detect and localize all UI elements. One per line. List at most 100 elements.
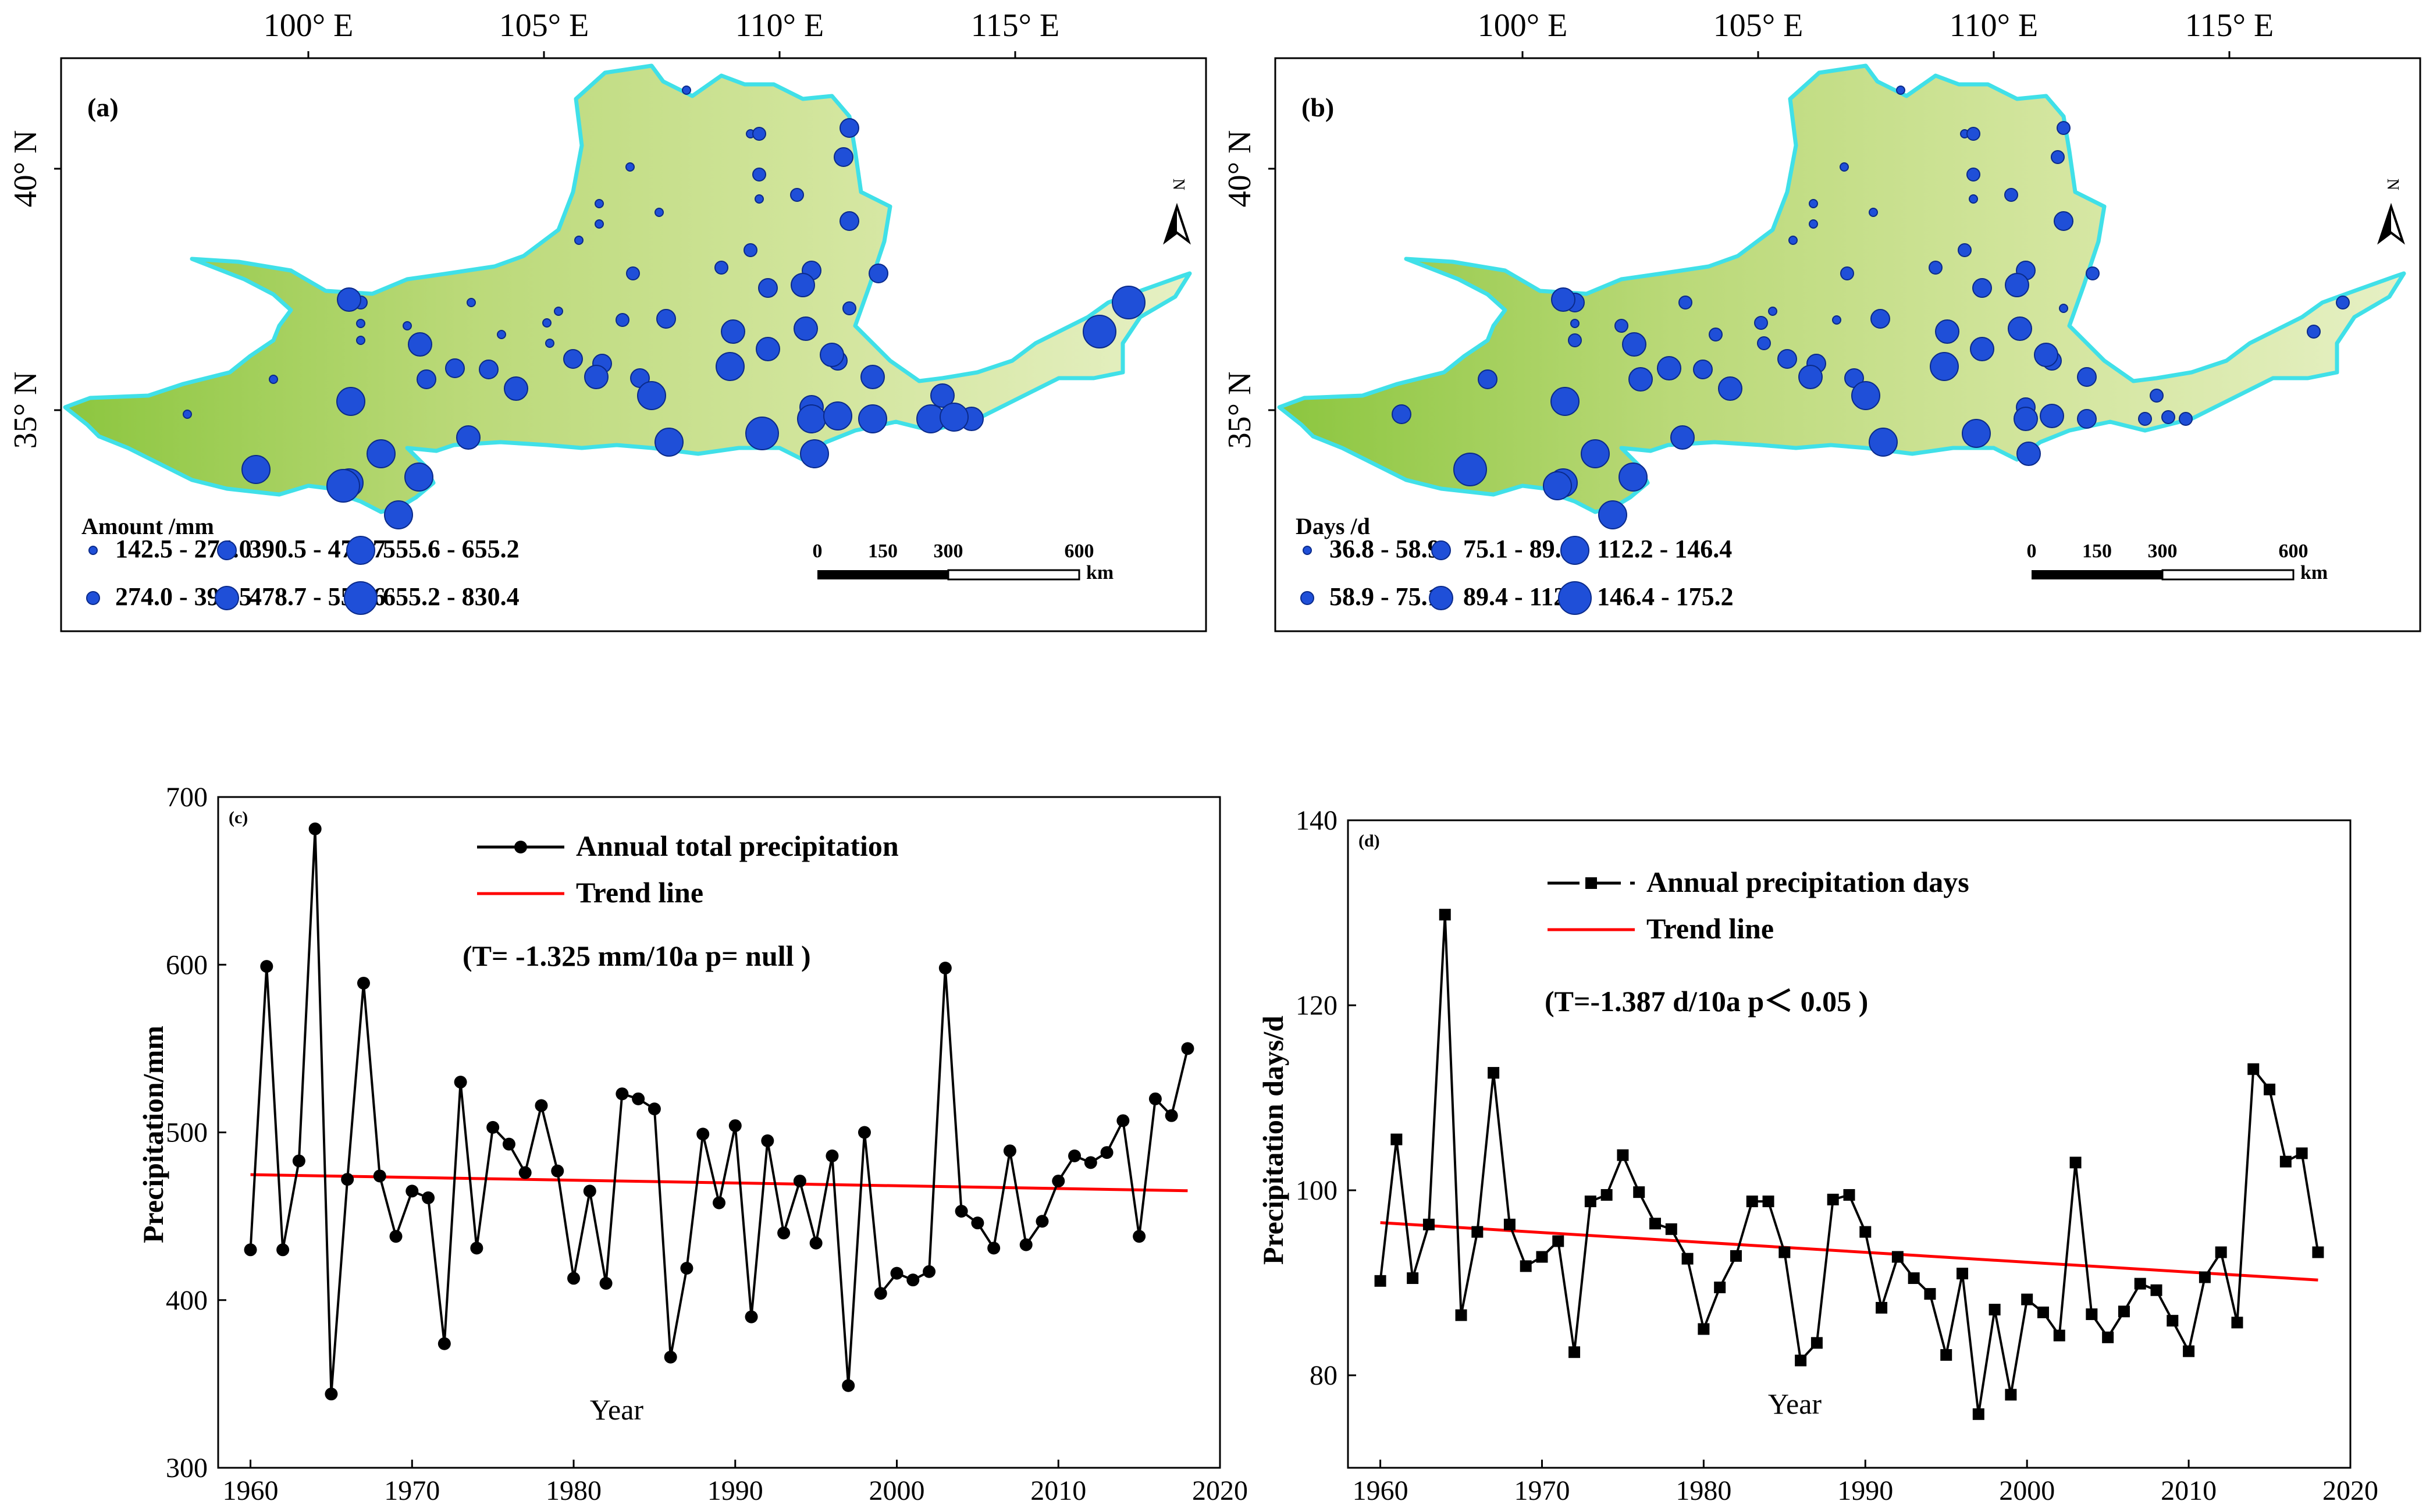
station-marker <box>721 319 745 344</box>
station-marker <box>752 127 766 141</box>
station-marker <box>755 194 764 204</box>
lon-tick-label: 110° E <box>1950 8 2039 44</box>
data-point <box>1908 1272 1920 1285</box>
map-panel-a: 100° E 105° E 110° E 115° E (a) N 40° N 35° … <box>8 8 1207 632</box>
station-marker <box>1581 439 1610 468</box>
station-marker <box>1392 404 1411 424</box>
x-tick-label: 1980 <box>1676 1475 1731 1506</box>
legend-class-label: 655.2 - 830.4 <box>383 582 520 611</box>
station-marker <box>1972 278 1992 298</box>
station-marker <box>1709 328 1723 341</box>
station-marker <box>2014 407 2038 431</box>
legend-symbol <box>1300 591 1314 605</box>
station-marker <box>367 439 396 468</box>
scale-tick-label: 600 <box>2279 540 2308 562</box>
lat-tick-label: 40° N <box>1222 130 1258 208</box>
x-tick-label: 2020 <box>2322 1475 2378 1506</box>
data-point <box>1633 1186 1645 1198</box>
data-point <box>826 1149 839 1162</box>
x-tick-label: 1990 <box>707 1475 763 1506</box>
data-point <box>599 1276 613 1290</box>
y-tick-label: 500 <box>166 1118 208 1148</box>
data-point <box>2134 1278 2146 1290</box>
data-point <box>1762 1196 1774 1208</box>
north-label: N <box>1169 179 1187 190</box>
station-marker <box>637 381 666 410</box>
data-point <box>1698 1323 1710 1335</box>
data-point <box>1746 1196 1758 1208</box>
plot-frame <box>1347 819 2352 1469</box>
data-point <box>713 1196 725 1209</box>
data-point <box>308 822 322 835</box>
data-point <box>1116 1114 1130 1127</box>
data-point <box>1649 1218 1662 1230</box>
data-point <box>1133 1230 1146 1243</box>
data-point <box>567 1272 581 1285</box>
station-marker <box>1614 319 1628 333</box>
latitude-tick-labels: 40° N 35° N <box>1222 130 1275 449</box>
station-marker <box>574 236 584 245</box>
x-tick-label: 1970 <box>384 1475 440 1506</box>
station-marker <box>497 330 506 339</box>
station-marker <box>1618 463 1648 492</box>
legend-symbol <box>88 546 98 555</box>
panel-label: (a) <box>87 93 119 122</box>
data-point <box>1617 1149 1629 1161</box>
legend-class-label: 146.4 - 175.2 <box>1597 582 1734 611</box>
station-marker <box>842 301 856 315</box>
station-marker <box>2051 150 2065 164</box>
station-marker <box>869 264 888 283</box>
station-marker <box>1083 315 1116 348</box>
station-marker <box>2057 121 2071 135</box>
station-marker <box>2077 409 2097 429</box>
north-arrow: N <box>1163 179 1191 245</box>
data-point <box>1957 1268 1969 1280</box>
data-point <box>502 1137 515 1151</box>
station-marker <box>504 376 528 401</box>
station-marker <box>2008 316 2032 341</box>
data-point <box>809 1236 823 1250</box>
station-marker <box>479 360 499 379</box>
station-marker <box>542 318 552 328</box>
station-marker <box>2336 296 2350 309</box>
data-point <box>1876 1301 1888 1314</box>
station-marker <box>336 387 365 416</box>
trend-annotation: (T= -1.325 mm/10a p= null ) <box>463 940 811 972</box>
data-point <box>518 1166 532 1179</box>
data-point <box>470 1241 483 1255</box>
station-marker <box>654 208 664 217</box>
lon-tick-label: 100° E <box>1478 8 1568 44</box>
y-tick-label: 600 <box>166 949 208 980</box>
data-point <box>1891 1251 1904 1263</box>
data-point <box>1665 1223 1677 1235</box>
data-point <box>1714 1281 1726 1293</box>
y-tick-label: 300 <box>166 1453 208 1483</box>
scale-tick-label: 0 <box>813 540 823 562</box>
legend-symbol <box>1558 581 1592 615</box>
scale-unit: km <box>1086 562 1114 584</box>
legend-symbol <box>215 586 239 610</box>
data-point <box>955 1204 968 1218</box>
basin-outline <box>1277 63 2406 514</box>
data-point <box>1052 1175 1065 1188</box>
legend-class-label: 555.6 - 655.2 <box>383 535 520 563</box>
station-marker <box>1896 86 1905 95</box>
data-point <box>583 1184 596 1198</box>
station-marker <box>797 404 826 433</box>
data-point <box>1488 1067 1500 1079</box>
legend-symbol <box>1429 586 1453 610</box>
data-point <box>987 1241 1001 1255</box>
data-point <box>616 1087 629 1101</box>
station-marker <box>1958 243 1972 257</box>
station-marker <box>2150 389 2164 403</box>
station-marker <box>1693 360 1713 379</box>
station-marker <box>417 369 436 389</box>
station-marker <box>337 287 361 312</box>
data-point <box>842 1379 855 1392</box>
data-point <box>1100 1146 1114 1159</box>
data-point <box>664 1350 677 1364</box>
data-point <box>1019 1238 1033 1251</box>
x-tick-label: 2010 <box>1030 1475 1086 1506</box>
